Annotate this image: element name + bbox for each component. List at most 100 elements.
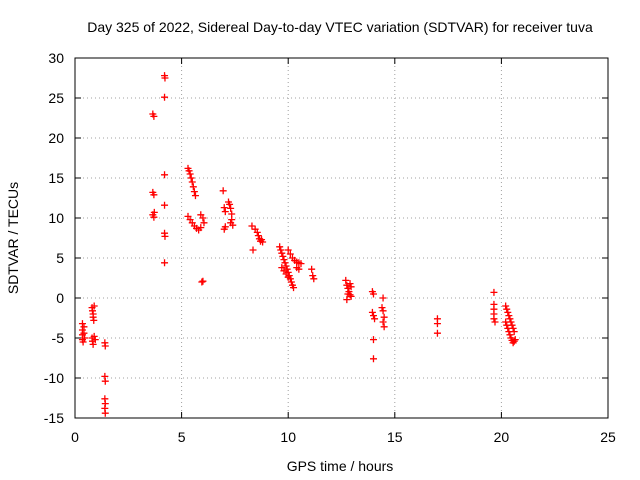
x-axis-label: GPS time / hours (287, 458, 394, 474)
data-point (190, 188, 198, 196)
data-point (199, 214, 207, 222)
data-point (308, 265, 316, 273)
data-point (502, 302, 510, 310)
data-point (503, 305, 511, 313)
data-point (150, 191, 158, 199)
data-point (281, 259, 289, 267)
data-point (221, 223, 229, 231)
data-point (101, 409, 109, 417)
data-point (185, 167, 193, 175)
data-point (506, 331, 514, 339)
data-point (343, 281, 351, 289)
data-point (502, 318, 510, 326)
data-point (380, 313, 388, 321)
data-point (101, 377, 109, 385)
data-point (197, 224, 205, 232)
data-point (228, 216, 236, 224)
y-axis-label: SDTVAR / TECUs (5, 182, 21, 294)
data-point (226, 200, 234, 208)
plot-frame (74, 57, 609, 419)
data-point (433, 320, 441, 328)
data-point (277, 246, 285, 254)
x-tick-label: 25 (600, 429, 616, 445)
x-tick-label: 10 (280, 429, 296, 445)
data-point (81, 334, 89, 342)
y-tick-label: 5 (56, 250, 64, 266)
data-point (295, 265, 303, 273)
data-point (90, 316, 98, 324)
data-point (369, 312, 377, 320)
data-point (285, 272, 293, 280)
y-tick-label: -10 (44, 370, 64, 386)
data-point (90, 332, 98, 340)
data-point (283, 265, 291, 273)
data-point (378, 304, 386, 312)
data-point (80, 323, 88, 331)
data-point (279, 252, 287, 260)
data-point (290, 284, 298, 292)
data-point (503, 321, 511, 329)
data-point (161, 74, 169, 82)
data-point (490, 288, 498, 296)
data-point (187, 174, 195, 182)
data-point (161, 232, 169, 240)
data-point (287, 278, 295, 286)
x-tick-label: 5 (178, 429, 186, 445)
data-point (278, 249, 286, 257)
data-point (433, 329, 441, 337)
data-point (286, 250, 294, 258)
y-tick-label: 25 (48, 90, 64, 106)
data-point (379, 318, 387, 326)
data-point (490, 315, 498, 323)
data-point (199, 277, 207, 285)
data-point (221, 208, 229, 216)
data-point (504, 308, 512, 316)
data-point (506, 315, 514, 323)
data-point (282, 262, 290, 270)
data-point (505, 328, 513, 336)
y-tick-label: -15 (44, 410, 64, 426)
data-point (379, 294, 387, 302)
data-point (369, 290, 377, 298)
data-point (229, 221, 237, 229)
data-point (200, 219, 208, 227)
data-point (369, 336, 377, 344)
data-point (284, 273, 292, 281)
data-point (505, 312, 513, 320)
data-point (511, 336, 519, 344)
data-point (150, 208, 158, 216)
data-point (284, 246, 292, 254)
data-point (90, 302, 98, 310)
data-point (248, 222, 256, 230)
y-tick-label: 15 (48, 170, 64, 186)
data-point (220, 204, 228, 212)
x-tick-label: 20 (494, 429, 510, 445)
data-point (189, 183, 197, 191)
data-point (150, 112, 158, 120)
y-tick-label: -5 (52, 330, 65, 346)
data-point (346, 280, 354, 288)
data-point (89, 340, 97, 348)
data-point (504, 324, 512, 332)
axis-ticks: 0 5 10 15 20 25 -15 -10 -5 0 5 10 15 20 25 30 (44, 50, 616, 445)
data-point (161, 201, 169, 209)
grid (75, 58, 608, 418)
data-point (280, 256, 288, 264)
data-point (188, 178, 196, 186)
x-tick-label: 15 (387, 429, 403, 445)
data-point (342, 276, 350, 284)
data-points (78, 72, 519, 417)
data-point (371, 315, 379, 323)
data-point (380, 323, 388, 331)
data-point (219, 187, 227, 195)
data-point (369, 355, 377, 363)
data-point (491, 318, 499, 326)
data-point (161, 93, 169, 101)
data-point (101, 342, 109, 350)
data-point (379, 307, 387, 315)
data-point (344, 290, 352, 298)
data-point (78, 320, 86, 328)
data-point (227, 204, 235, 212)
chart-title: Day 325 of 2022, Sidereal Day-to-day VTE… (87, 19, 593, 35)
